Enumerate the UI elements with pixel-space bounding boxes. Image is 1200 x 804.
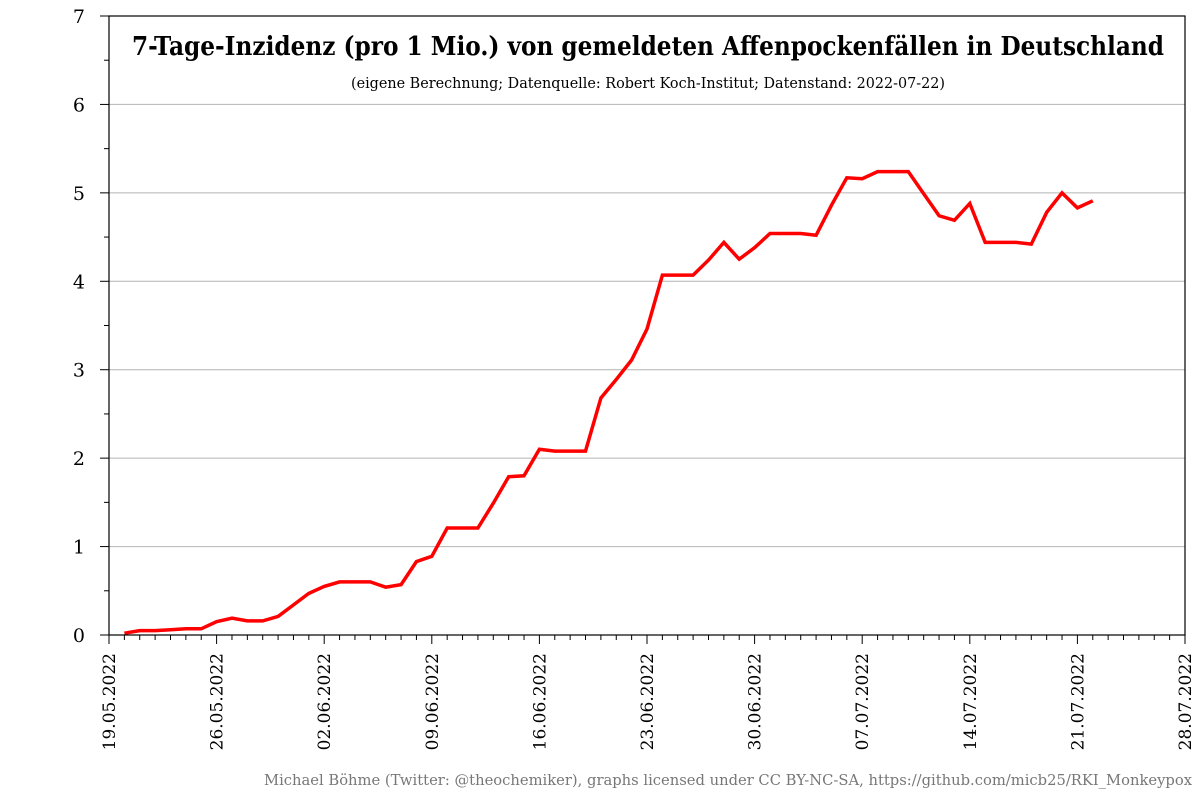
- x-tick-labels: 19.05.2022 26.05.2022 02.06.2022 09.06.2022…: [100, 653, 1196, 750]
- y-tick-label: 2: [73, 448, 85, 470]
- axis-ticks: [100, 15, 1186, 644]
- series-layer: [124, 169, 1094, 635]
- x-tick-label: 21.07.2022: [1068, 653, 1088, 750]
- gridlines: [109, 103, 1185, 548]
- x-tick-label: 28.07.2022: [1176, 653, 1196, 750]
- y-tick-label: 0: [73, 625, 85, 647]
- credits-footer: Michael Böhme (Twitter: @theochemiker), …: [264, 771, 1193, 789]
- incidence-series-line: [124, 169, 1094, 635]
- x-tick-label: 09.06.2022: [423, 653, 443, 750]
- x-tick-label: 02.06.2022: [315, 653, 335, 750]
- x-tick-label: 30.06.2022: [746, 653, 766, 750]
- y-tick-label: 5: [73, 183, 85, 205]
- y-tick-labels: 0 1 2 3 4 5 6 7: [73, 6, 85, 647]
- y-tick-label: 7: [73, 6, 85, 28]
- x-tick-label: 23.06.2022: [638, 653, 658, 750]
- x-tick-label: 26.05.2022: [208, 653, 228, 750]
- chart-title: 7-Tage-Inzidenz (pro 1 Mio.) von gemelde…: [132, 32, 1164, 62]
- y-tick-label: 3: [73, 360, 85, 382]
- chart-subtitle: (eigene Berechnung; Datenquelle: Robert …: [351, 74, 945, 92]
- y-tick-label: 1: [73, 537, 85, 559]
- x-tick-label: 07.07.2022: [853, 653, 873, 750]
- x-tick-label: 16.06.2022: [530, 653, 550, 750]
- x-tick-label: 19.05.2022: [100, 653, 120, 750]
- x-tick-label: 14.07.2022: [961, 653, 981, 750]
- y-tick-label: 6: [73, 94, 85, 116]
- y-tick-label: 4: [73, 271, 85, 293]
